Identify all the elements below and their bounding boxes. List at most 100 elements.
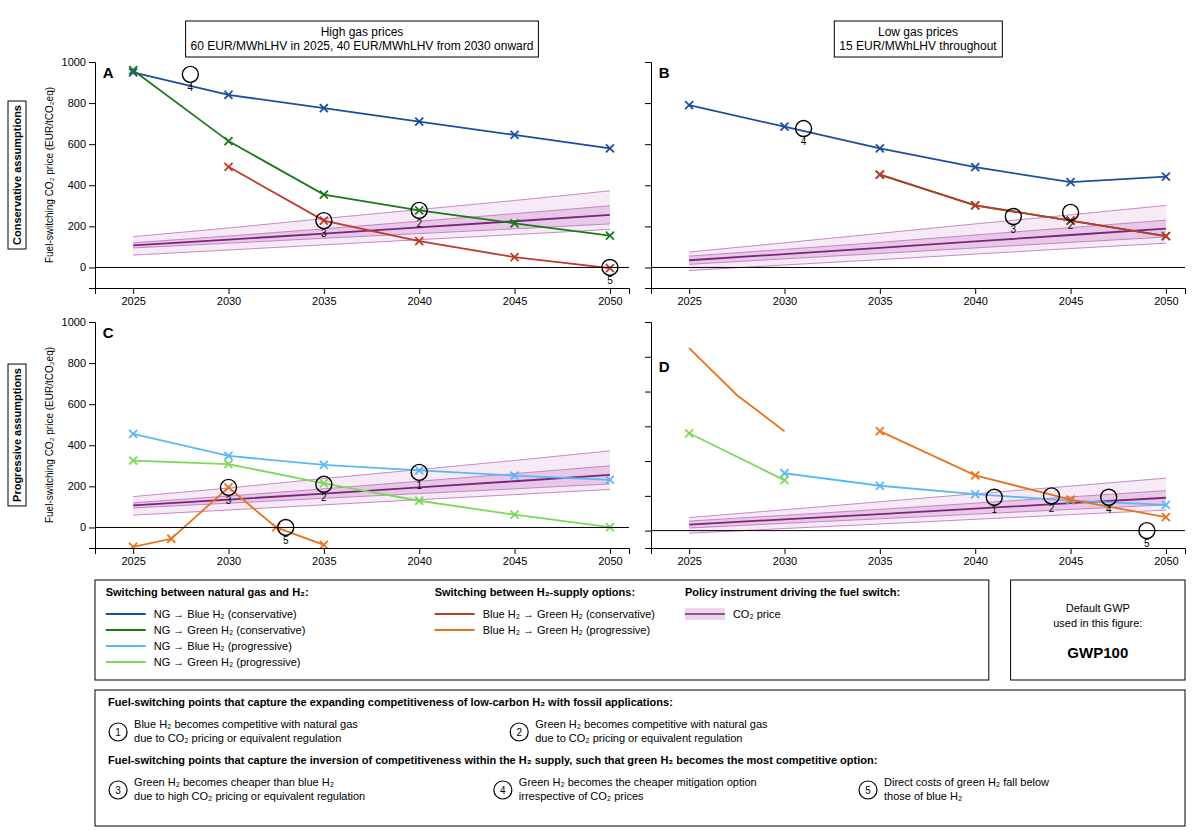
milestone-key-circle (494, 781, 512, 799)
x-axis-tick-mark (1071, 288, 1072, 294)
x-axis-tick: 2025 (677, 548, 701, 567)
series-marker (225, 163, 233, 171)
y-axis-tick (645, 62, 651, 63)
x-axis-tick: 2030 (217, 548, 241, 567)
milestone-label: 4 (801, 136, 807, 147)
panel-label: C (103, 324, 114, 341)
x-axis-tick-label: 2035 (868, 295, 892, 307)
row-label-frame (8, 101, 26, 249)
y-axis-tick-mark (645, 144, 651, 145)
x-axis-tick: 2045 (503, 288, 527, 307)
y-axis-tick-mark (89, 226, 95, 227)
y-axis-tick: 800 (68, 357, 95, 369)
panel-label: A (103, 64, 114, 81)
x-axis-tick-label: 2050 (1154, 555, 1178, 567)
y-axis-tick-label: 1000 (62, 56, 86, 68)
series-marker (971, 490, 979, 498)
x-axis-tick-label: 2025 (677, 295, 701, 307)
x-axis-tick: 2050 (1154, 288, 1178, 307)
x-axis-tick-label: 2050 (598, 555, 622, 567)
series-line (133, 434, 610, 480)
legend-label: NG → Blue H₂ (progressive) (154, 640, 292, 652)
plot-area (95, 66, 629, 272)
x-axis-tick-label: 2025 (677, 555, 701, 567)
legend-swatch (106, 661, 146, 663)
x-axis-tick-mark (689, 548, 690, 554)
milestone-label: 4 (1106, 504, 1112, 515)
y-axis-tick-mark (89, 445, 95, 446)
y-axis-tick (645, 226, 651, 227)
y-axis-tick-mark (89, 62, 95, 63)
milestone-key-number: 2 (516, 727, 522, 738)
x-axis-line (652, 289, 1186, 295)
title-line: 60 EUR/MWhLHV in 2025, 40 EUR/MWhLHV fro… (191, 39, 534, 53)
series-marker (781, 476, 789, 484)
legend-label: CO₂ price (733, 608, 781, 620)
milestone-circle (986, 489, 1002, 505)
series-marker (1162, 232, 1170, 240)
x-axis-tick: 2025 (677, 288, 701, 307)
series-marker (320, 217, 328, 225)
series-marker (511, 472, 519, 480)
milestone-label: 2 (1049, 503, 1055, 514)
x-axis-tick-label: 2050 (598, 295, 622, 307)
x-axis-tick-mark (1166, 288, 1167, 294)
panel-label: B (659, 64, 670, 81)
zero-line (95, 527, 629, 528)
y-axis-tick-mark (645, 461, 651, 462)
x-axis-tick-mark (515, 288, 516, 294)
x-axis-tick: 2045 (503, 548, 527, 567)
x-axis-tick-label: 2040 (407, 295, 431, 307)
x-axis-tick: 2040 (963, 548, 987, 567)
series-marker (129, 543, 137, 548)
milestone-label: 3 (321, 228, 327, 239)
milestone-circle (1063, 204, 1079, 220)
series-marker (876, 171, 884, 179)
series-line (229, 167, 610, 268)
series-line (689, 433, 784, 480)
y-axis-tick-mark (645, 267, 651, 268)
series-marker (876, 427, 884, 435)
y-axis-tick (645, 461, 651, 462)
series-marker (685, 429, 693, 437)
x-axis: 202520302035204020452050 (652, 548, 1186, 567)
x-axis-tick-mark (419, 548, 420, 554)
milestone-key-text: due to CO₂ pricing or equivalent regulat… (535, 732, 742, 744)
series-line (880, 175, 1166, 237)
band-area (689, 478, 1166, 533)
y-axis-tick-label: 0 (80, 261, 86, 273)
x-axis-tick: 2035 (312, 288, 336, 307)
series-marker (415, 118, 423, 126)
y-axis-tick-mark (645, 62, 651, 63)
band-area (689, 205, 1166, 270)
series-line (133, 487, 324, 547)
band-area (689, 491, 1166, 528)
gwp-text-line: used in this figure: (1053, 617, 1142, 629)
milestone-label: 2 (416, 218, 422, 229)
legend-swatch (106, 613, 146, 615)
legend: Switching between natural gas and H₂: NG … (95, 580, 989, 680)
series-marker (225, 91, 233, 99)
x-axis-tick: 2035 (312, 548, 336, 567)
series-marker (129, 457, 137, 465)
milestone-label: 3 (226, 495, 232, 506)
x-axis-tick: 2040 (407, 288, 431, 307)
x-axis-tick-label: 2030 (217, 295, 241, 307)
x-axis-tick: 2045 (1059, 288, 1083, 307)
x-axis-tick: 2030 (773, 548, 797, 567)
milestone-key-frame (95, 690, 1185, 826)
milestone-key-circle (859, 781, 877, 799)
legend-title: Switching between natural gas and H₂: (106, 586, 309, 598)
gwp-box: Default GWPused in this figure:GWP100 (1011, 580, 1185, 680)
milestone-key-circle (109, 781, 127, 799)
y-axis (645, 323, 652, 549)
annotations: A4235 (103, 64, 618, 285)
x-axis-tick: 2050 (1154, 548, 1178, 567)
x-axis-line (96, 549, 630, 555)
y-axis-tick-label: 800 (68, 357, 86, 369)
y-axis-tick-mark (645, 357, 651, 358)
x-axis-tick-label: 2035 (868, 555, 892, 567)
zero-line (651, 530, 1185, 531)
milestone-key-text: Green H₂ becomes competitive with natura… (535, 718, 768, 730)
x-axis-line (652, 549, 1186, 555)
